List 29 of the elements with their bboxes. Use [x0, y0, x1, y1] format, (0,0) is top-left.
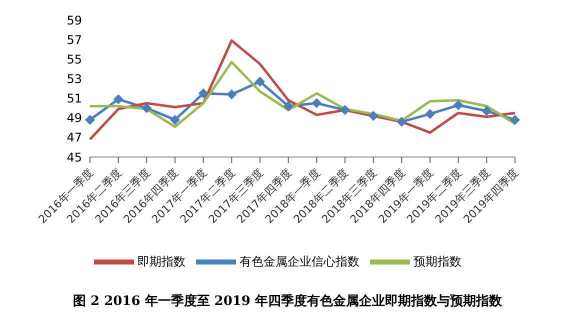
- point: [340, 105, 350, 116]
- y-tick-label: 53: [66, 72, 82, 86]
- legend-label: 即期指数: [138, 254, 186, 268]
- point: [425, 108, 435, 119]
- point: [226, 89, 237, 100]
- point: [453, 100, 464, 110]
- y-tick-label: 47: [66, 130, 82, 145]
- y-tick-label: 59: [66, 13, 82, 28]
- point: [85, 114, 95, 125]
- text: 图 2 2016 年一季度至 2019 年四季度有色金属企业即期指数与预期指数: [72, 292, 504, 310]
- y-tick-label: 45: [66, 150, 82, 164]
- y-tick-label: 55: [66, 52, 82, 66]
- point: [198, 88, 208, 98]
- y-tick-label: 57: [66, 32, 82, 47]
- point: [482, 106, 492, 116]
- point: [510, 114, 520, 125]
- point: [368, 110, 378, 121]
- legend-label: 有色金属企业信心指数: [240, 254, 360, 268]
- point: [255, 76, 265, 87]
- point: [312, 98, 322, 108]
- point: [170, 114, 180, 125]
- line-series: [88, 39, 516, 141]
- y-tick-label: 51: [66, 92, 82, 106]
- point: [113, 94, 124, 104]
- legend-label: 预期指数: [414, 254, 462, 268]
- point: [142, 103, 152, 114]
- point: [283, 101, 294, 112]
- point: [396, 116, 407, 127]
- y-tick-label: 49: [66, 111, 82, 126]
